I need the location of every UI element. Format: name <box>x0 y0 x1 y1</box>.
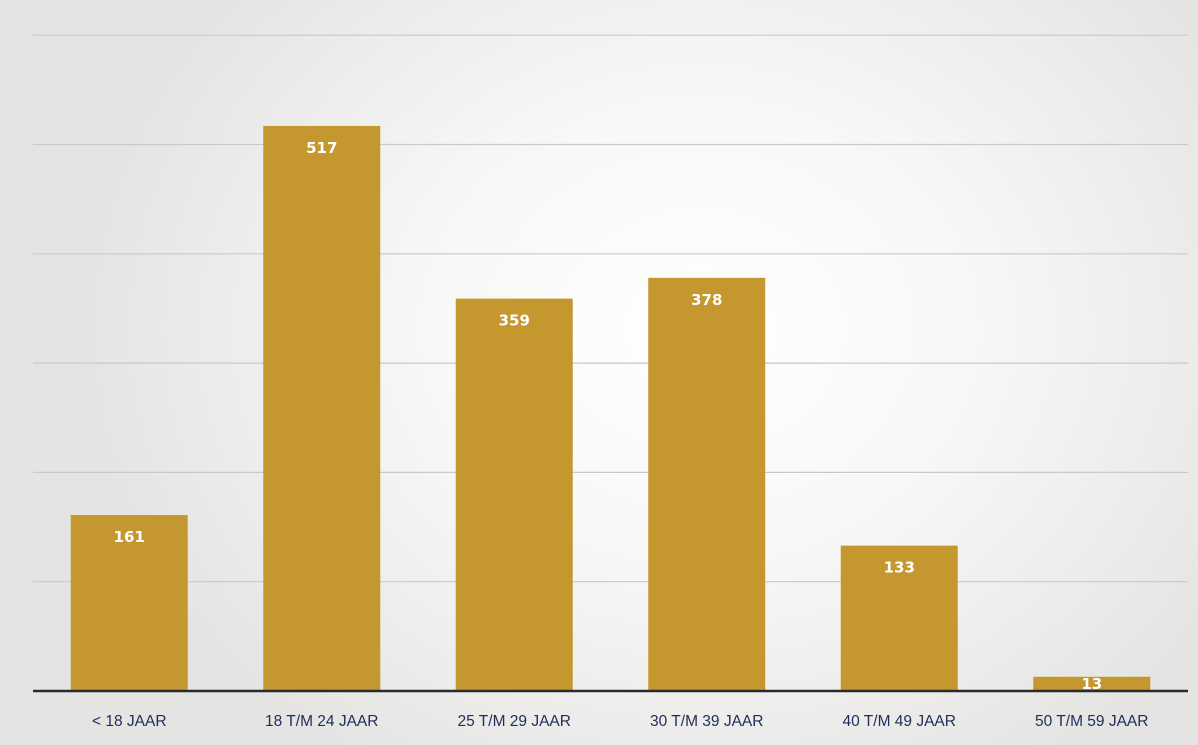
bar-1 <box>263 125 381 691</box>
bar-3 <box>648 277 766 691</box>
x-tick-label: 40 T/M 49 JAAR <box>843 713 956 730</box>
data-label: 133 <box>884 559 915 577</box>
bar-5 <box>1033 676 1151 691</box>
data-labels: 161 517 359 378 133 13 <box>114 139 1103 693</box>
x-tick-label: 18 T/M 24 JAAR <box>265 713 378 730</box>
data-label: 161 <box>114 528 145 546</box>
data-label: 378 <box>691 291 722 309</box>
bar-0 <box>70 515 188 691</box>
bar-2 <box>455 298 573 691</box>
bars <box>70 125 1151 691</box>
x-tick-label: 30 T/M 39 JAAR <box>650 713 763 730</box>
gridlines <box>33 34 1188 583</box>
data-label: 13 <box>1081 675 1102 693</box>
x-tick-labels: < 18 JAAR 18 T/M 24 JAAR 25 T/M 29 JAAR 30 … <box>92 713 1148 730</box>
x-tick-label: 25 T/M 29 JAAR <box>458 713 571 730</box>
bar-4 <box>840 545 958 691</box>
x-tick-label: < 18 JAAR <box>92 713 167 730</box>
x-tick-label: 50 T/M 59 JAAR <box>1035 713 1148 730</box>
data-label: 359 <box>499 312 530 330</box>
data-label: 517 <box>306 139 337 157</box>
